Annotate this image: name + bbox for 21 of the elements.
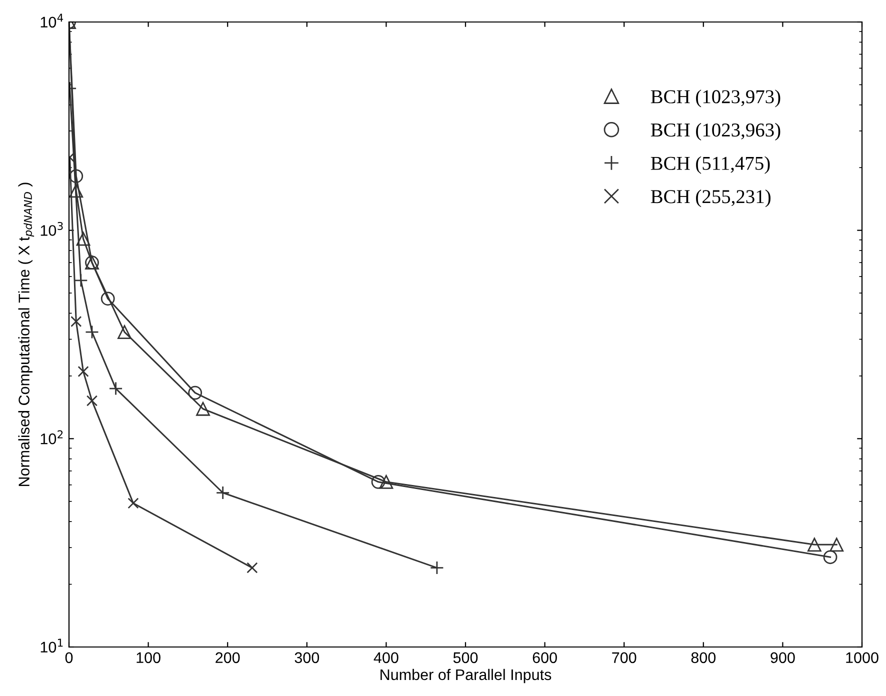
y-tick-label: 10$^{4}$ <box>40 14 64 28</box>
x-tick-label: 900 <box>770 652 795 664</box>
legend-label: BCH (255,231) <box>650 190 770 208</box>
x-tick-label: 300 <box>294 652 320 664</box>
x-tick-label: 100 <box>136 652 160 664</box>
legend-label: BCH (511,475) <box>650 156 770 174</box>
x-tick-label: 800 <box>691 652 716 664</box>
legend-label: BCH (1023,963) <box>650 122 780 141</box>
x-tick-label: 700 <box>612 652 636 664</box>
x-tick-label: 500 <box>453 652 478 664</box>
x-tick-label: 0 <box>65 652 73 664</box>
x-tick-label: 400 <box>374 652 398 664</box>
y-tick-label: 10$^{1}$ <box>40 638 63 653</box>
x-tick-label: 600 <box>532 652 557 664</box>
y-tick-label: 10$^{3}$ <box>40 222 63 236</box>
y-tick-label: 10$^{2}$ <box>40 430 63 444</box>
legend-label: BCH (1023,973) <box>650 90 780 108</box>
x-axis-title: Number of Parallel Inputs <box>380 668 552 684</box>
x-tick-label: 1000 <box>846 652 878 664</box>
x-tick-label: 200 <box>216 652 240 664</box>
y-axis-title: Normalised Computational Time ( X t$_{pdNAND}$ ) <box>18 182 34 486</box>
